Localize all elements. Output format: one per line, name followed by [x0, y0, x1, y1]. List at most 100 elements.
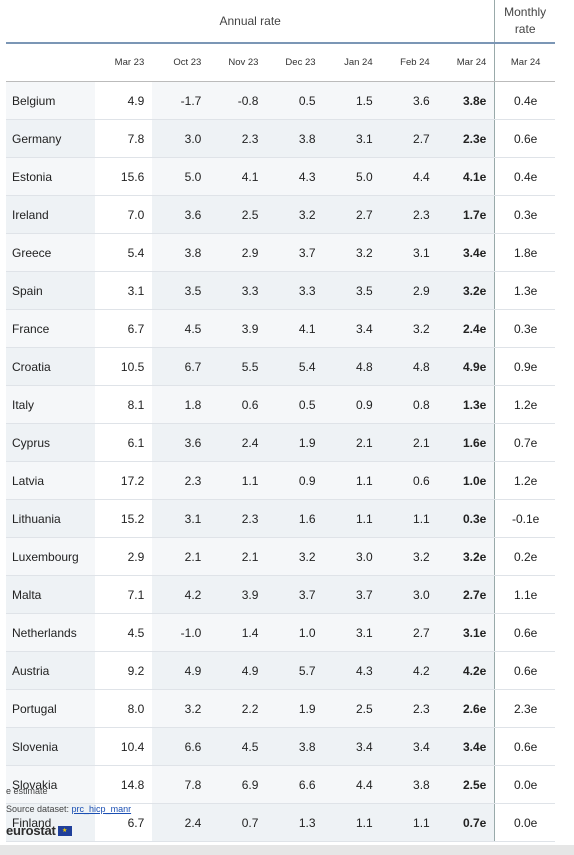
- annual-value-cell: 3.1: [152, 499, 210, 538]
- annual-value-cell: 3.8: [152, 233, 210, 272]
- monthly-value-cell: 0.7e: [494, 423, 555, 462]
- country-cell: Luxembourg: [6, 537, 96, 576]
- annual-value-cell: 6.6: [152, 727, 210, 766]
- annual-value-cell: 3.3: [209, 271, 267, 310]
- annual-value-cell: 3.2: [266, 195, 324, 234]
- annual-value-cell: 3.0: [380, 575, 438, 614]
- annual-value-cell: 1.3: [266, 803, 324, 842]
- period-header: Mar 24: [437, 43, 495, 82]
- annual-value-cell: 1.3e: [437, 385, 495, 424]
- monthly-value-cell: 0.4e: [494, 157, 555, 196]
- monthly-rate-line1: Monthly: [504, 5, 547, 19]
- table-row: Greece 5.4 3.8 2.9 3.7 3.2 3.1 3.4e 1.8e: [6, 233, 555, 272]
- annual-value-cell: 1.1: [209, 461, 267, 500]
- table-row: Belgium 4.9 -1.7 -0.8 0.5 1.5 3.6 3.8e 0.4e: [6, 81, 555, 120]
- monthly-value-cell: 0.3e: [494, 309, 555, 348]
- annual-value-cell: 1.5: [323, 81, 381, 120]
- annual-value-cell: 2.3: [380, 195, 438, 234]
- country-cell: Croatia: [6, 347, 96, 386]
- annual-value-cell: 2.9: [209, 233, 267, 272]
- annual-value-cell: 4.1e: [437, 157, 495, 196]
- annual-value-cell: 8.1: [95, 385, 153, 424]
- annual-value-cell: -0.8: [209, 81, 267, 120]
- source-label: Source dataset:: [6, 804, 72, 814]
- annual-value-cell: 1.4: [209, 613, 267, 652]
- annual-value-cell: 4.2e: [437, 651, 495, 690]
- annual-value-cell: 0.5: [266, 81, 324, 120]
- annual-value-cell: 1.1: [380, 499, 438, 538]
- country-cell: Finland: [6, 803, 96, 842]
- table-row: Luxembourg 2.9 2.1 2.1 3.2 3.0 3.2 3.2e 0.2e: [6, 537, 555, 576]
- annual-value-cell: 0.6: [209, 385, 267, 424]
- table-body: Belgium 4.9 -1.7 -0.8 0.5 1.5 3.6 3.8e 0.4e Germa…: [6, 81, 555, 842]
- source-line: Source dataset: prc_hicp_manr: [6, 804, 131, 814]
- annual-value-cell: 2.4: [152, 803, 210, 842]
- annual-value-cell: 2.1: [209, 537, 267, 576]
- annual-value-cell: 6.7: [152, 347, 210, 386]
- period-header: Mar 23: [95, 43, 153, 82]
- table-row: Estonia 15.6 5.0 4.1 4.3 5.0 4.4 4.1e 0.4e: [6, 157, 555, 196]
- annual-value-cell: 2.2: [209, 689, 267, 728]
- eu-flag-icon: ★: [57, 825, 72, 836]
- annual-value-cell: 3.4: [323, 727, 381, 766]
- annual-value-cell: 2.3e: [437, 119, 495, 158]
- monthly-value-cell: -0.1e: [494, 499, 555, 538]
- annual-value-cell: 3.4e: [437, 727, 495, 766]
- annual-value-cell: 3.1: [380, 233, 438, 272]
- annual-value-cell: 4.3: [323, 651, 381, 690]
- annual-value-cell: 3.1: [323, 119, 381, 158]
- annual-value-cell: 2.1: [380, 423, 438, 462]
- monthly-value-cell: 1.8e: [494, 233, 555, 272]
- annual-value-cell: 5.0: [323, 157, 381, 196]
- country-cell: Portugal: [6, 689, 96, 728]
- monthly-value-cell: 0.0e: [494, 765, 555, 804]
- annual-value-cell: 4.9e: [437, 347, 495, 386]
- annual-value-cell: 3.8e: [437, 81, 495, 120]
- annual-value-cell: 6.7: [95, 803, 153, 842]
- annual-value-cell: 3.9: [209, 309, 267, 348]
- annual-value-cell: 0.8: [380, 385, 438, 424]
- table-row: Slovakia 14.8 7.8 6.9 6.6 4.4 3.8 2.5e 0.0e: [6, 765, 555, 804]
- country-cell: Netherlands: [6, 613, 96, 652]
- annual-value-cell: 3.2e: [437, 537, 495, 576]
- annual-value-cell: 3.4e: [437, 233, 495, 272]
- annual-value-cell: 6.7: [95, 309, 153, 348]
- annual-value-cell: 3.0: [323, 537, 381, 576]
- annual-value-cell: 2.3: [209, 119, 267, 158]
- country-cell: Greece: [6, 233, 96, 272]
- monthly-value-cell: 1.2e: [494, 385, 555, 424]
- table-row: Netherlands 4.5 -1.0 1.4 1.0 3.1 2.7 3.1e 0.6e: [6, 613, 555, 652]
- annual-value-cell: 4.3: [266, 157, 324, 196]
- monthly-value-cell: 0.6e: [494, 727, 555, 766]
- table-row: Germany 7.8 3.0 2.3 3.8 3.1 2.7 2.3e 0.6e: [6, 119, 555, 158]
- annual-value-cell: 1.9: [266, 423, 324, 462]
- annual-value-cell: -1.7: [152, 81, 210, 120]
- table-row: Ireland 7.0 3.6 2.5 3.2 2.7 2.3 1.7e 0.3e: [6, 195, 555, 234]
- monthly-value-cell: 0.3e: [494, 195, 555, 234]
- annual-value-cell: 3.6: [152, 195, 210, 234]
- annual-value-cell: 3.7: [266, 233, 324, 272]
- annual-value-cell: 1.1: [323, 461, 381, 500]
- annual-value-cell: 1.0: [266, 613, 324, 652]
- annual-value-cell: 3.1: [95, 271, 153, 310]
- annual-value-cell: 7.8: [152, 765, 210, 804]
- annual-value-cell: 4.5: [95, 613, 153, 652]
- source-dataset-link[interactable]: prc_hicp_manr: [71, 804, 132, 814]
- annual-value-cell: 3.7: [266, 575, 324, 614]
- monthly-value-cell: 0.4e: [494, 81, 555, 120]
- annual-value-cell: 15.2: [95, 499, 153, 538]
- annual-value-cell: 1.8: [152, 385, 210, 424]
- eurostat-logo[interactable]: eurostat ★: [6, 823, 72, 838]
- annual-value-cell: 2.9: [95, 537, 153, 576]
- annual-value-cell: 3.2: [380, 309, 438, 348]
- country-cell: Cyprus: [6, 423, 96, 462]
- annual-value-cell: 1.7e: [437, 195, 495, 234]
- table-row: Croatia 10.5 6.7 5.5 5.4 4.8 4.8 4.9e 0.9e: [6, 347, 555, 386]
- period-header: Jan 24: [323, 43, 381, 82]
- annual-value-cell: 0.7e: [437, 803, 495, 842]
- annual-value-cell: 10.5: [95, 347, 153, 386]
- table-row: Cyprus 6.1 3.6 2.4 1.9 2.1 2.1 1.6e 0.7e: [6, 423, 555, 462]
- country-cell: Italy: [6, 385, 96, 424]
- annual-value-cell: 4.2: [380, 651, 438, 690]
- annual-value-cell: 5.5: [209, 347, 267, 386]
